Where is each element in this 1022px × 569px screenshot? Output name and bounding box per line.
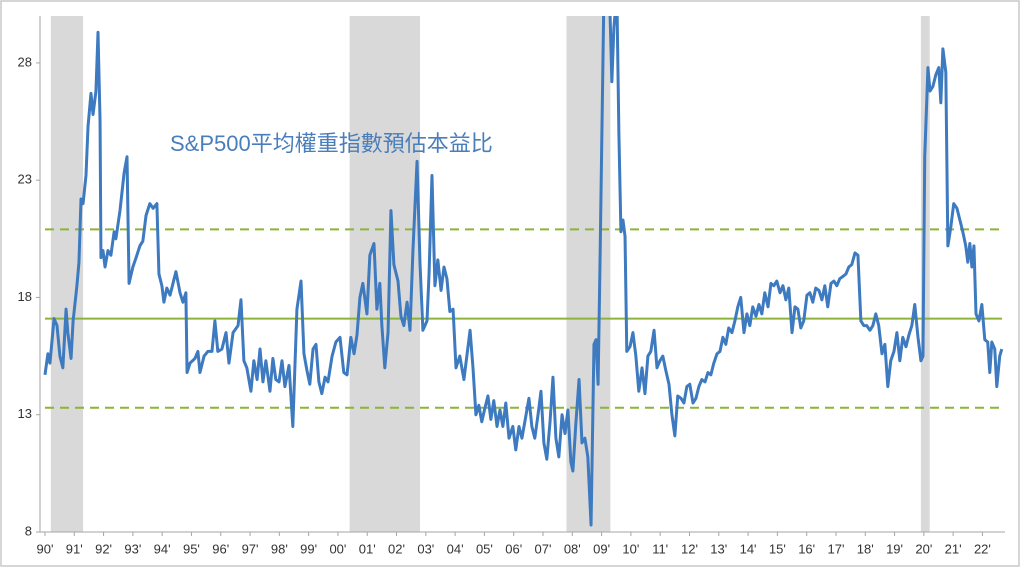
x-tick-label: 18'	[857, 541, 874, 556]
reference-layer	[45, 228, 1002, 409]
x-tick-label: 90'	[37, 541, 54, 556]
x-tick-label: 94'	[154, 541, 171, 556]
x-tick-label: 92'	[95, 541, 112, 556]
x-tick-label: 99'	[300, 541, 317, 556]
y-tick-label: 13	[18, 406, 32, 421]
x-tick-label: 03'	[417, 541, 434, 556]
y-tick-label: 28	[18, 54, 32, 69]
x-tick-label: 04'	[447, 541, 464, 556]
x-tick-label: 10'	[622, 541, 639, 556]
x-tick-label: 16'	[798, 541, 815, 556]
x-tick-label: 95'	[183, 541, 200, 556]
x-tick-label: 05'	[476, 541, 493, 556]
x-tick-label: 12'	[681, 541, 698, 556]
x-tick-label: 15'	[769, 541, 786, 556]
x-tick-label: 22'	[974, 541, 991, 556]
x-tick-label: 00'	[329, 541, 346, 556]
x-tick-label: 96'	[212, 541, 229, 556]
x-tick-label: 13'	[710, 541, 727, 556]
x-tick-label: 09'	[593, 541, 610, 556]
recession-shade	[349, 16, 420, 532]
x-tick-label: 07'	[535, 541, 552, 556]
pe-line	[43, 16, 1004, 527]
x-tick-label: 21'	[945, 541, 962, 556]
y-tick-label: 23	[18, 172, 32, 187]
shade-layer	[50, 16, 930, 532]
x-tick-label: 14'	[740, 541, 757, 556]
y-tick-label: 18	[18, 289, 32, 304]
x-tick-label: 06'	[505, 541, 522, 556]
axis-layer: 8 13 18 23 28 90' 91' 92' 93' 94' 95' 96' 97' 98' 99' 0…	[18, 16, 1005, 556]
x-tick-label: 93'	[124, 541, 141, 556]
x-tick-label: 02'	[388, 541, 405, 556]
chart-title: S&P500平均權重指數預估本益比	[170, 131, 493, 156]
recession-shade	[920, 16, 930, 532]
x-tick-label: 08'	[564, 541, 581, 556]
x-tick-label: 97'	[242, 541, 259, 556]
x-tick-label: 01'	[359, 541, 376, 556]
x-tick-label: 11'	[652, 541, 668, 556]
x-tick-label: 20'	[915, 541, 932, 556]
y-tick-label: 8	[25, 523, 32, 538]
x-tick-label: 91'	[66, 541, 83, 556]
x-tick-label: 19'	[886, 541, 903, 556]
x-tick-label: 17'	[827, 541, 844, 556]
line-layer	[43, 16, 1004, 527]
x-tick-label: 98'	[271, 541, 288, 556]
